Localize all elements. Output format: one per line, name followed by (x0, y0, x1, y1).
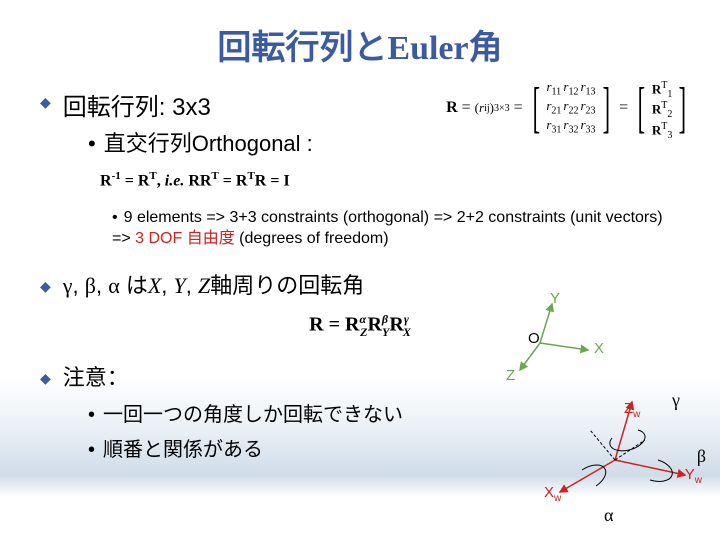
axes1-X: X (594, 340, 604, 357)
matrix-equation: R = (rij)3×3 = [ r11r21r31 r12r22r32 r13… (446, 80, 692, 136)
axes2-gamma: γ (672, 390, 680, 411)
diamond-icon: ◆ (40, 279, 51, 296)
axes-svg-1 (510, 298, 600, 378)
inverse-formula: R-1 = RT, i.e. RRT = RTR = I (100, 170, 680, 190)
constraints-red: 3 DOF 自由度 (135, 230, 235, 247)
bullet-1-sub-text: 直交行列Orthogonal : (104, 131, 313, 156)
note-text: 注意： (63, 360, 129, 392)
bullet-dot-icon: • (88, 439, 95, 461)
axes1-Y: Y (550, 290, 560, 307)
bullet-dot-icon: • (88, 131, 96, 156)
bullet-dot-icon: • (88, 404, 95, 426)
slide-title: 回転行列とEuler角 (40, 20, 680, 69)
slide: 回転行列とEuler角 ◆ 回転行列: 3x3 • 直交行列Orthogonal … (0, 0, 720, 540)
euler-text: γ, β, α はX, Y, Z軸周りの回転角 (63, 268, 365, 300)
axes1-O: O (528, 330, 540, 347)
axes-diagram-1: O X Y Z (510, 298, 600, 378)
euler-bullet: ◆ γ, β, α はX, Y, Z軸周りの回転角 (40, 268, 680, 300)
matrix-R: R (446, 99, 458, 117)
axes2-alpha: α (604, 505, 613, 526)
diamond-icon: ◆ (40, 95, 51, 112)
bullet-dot-icon: • (112, 209, 118, 226)
axes2-Zw: Zw (624, 400, 640, 420)
axes1-Z: Z (506, 367, 515, 384)
axes-diagram-2: Xw Yw Zw γ β α (540, 390, 700, 520)
constraints-line: •9 elements => 3+3 constraints (orthogon… (112, 208, 680, 250)
constraints-c: (degrees of freedom) (235, 230, 389, 247)
axes2-Xw: Xw (544, 484, 561, 504)
diamond-icon: ◆ (40, 371, 51, 388)
axes2-Yw: Yw (685, 466, 702, 486)
axes2-beta: β (697, 446, 706, 467)
bullet-1-text: 回転行列: 3x3 (63, 87, 211, 122)
